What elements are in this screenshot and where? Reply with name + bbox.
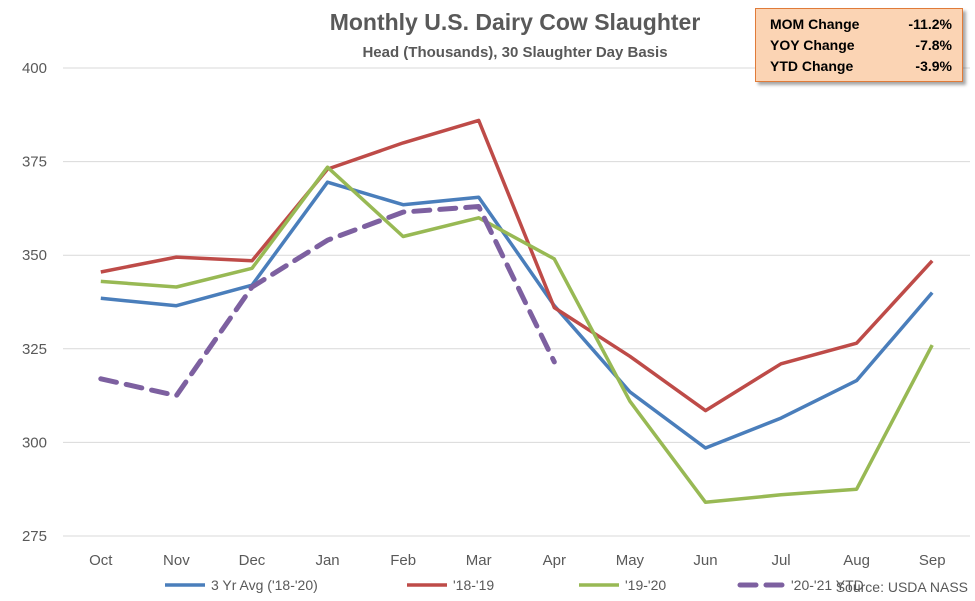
y-tick-label: 375 (22, 154, 47, 171)
series-lines (98, 118, 934, 505)
y-tick-label: 325 (22, 341, 47, 358)
stats-value: -7.8% (915, 37, 952, 53)
x-tick-label: Apr (543, 552, 566, 569)
y-tick-label: 300 (22, 434, 47, 451)
x-tick-label: Nov (163, 552, 190, 569)
series-line-3 (98, 204, 557, 399)
chart-subtitle: Head (Thousands), 30 Slaughter Day Basis (362, 44, 667, 61)
legend-label: '20-'21 YTD (791, 577, 864, 593)
x-axis-ticks: Oct Nov Dec Jan Feb Mar Apr May Jun Jul Aug Sep (89, 552, 945, 569)
legend-label: '18-'19 (453, 577, 494, 593)
legend: 3 Yr Avg ('18-'20) '18-'19 '19-'20 '20-'21 … (165, 577, 864, 593)
y-axis-ticks: 275 300 325 350 375 400 (22, 60, 47, 545)
x-tick-label: Oct (89, 552, 113, 569)
chart-title: Monthly U.S. Dairy Cow Slaughter (330, 9, 701, 35)
y-tick-label: 400 (22, 60, 47, 77)
stats-row-yoy: YOY Change -7.8% (770, 35, 952, 56)
x-tick-label: Jul (771, 552, 790, 569)
x-tick-label: May (616, 552, 645, 569)
x-tick-label: Jun (693, 552, 717, 569)
stats-row-ytd: YTD Change -3.9% (770, 56, 952, 77)
x-tick-label: Dec (239, 552, 266, 569)
y-tick-label: 350 (22, 247, 47, 264)
stats-value: -11.2% (908, 16, 952, 32)
x-tick-label: Sep (919, 552, 946, 569)
x-tick-label: Jan (315, 552, 339, 569)
series-line-0 (100, 180, 934, 450)
legend-label: '19-'20 (625, 577, 666, 593)
stats-label: YOY Change (770, 37, 855, 53)
stats-row-mom: MOM Change -11.2% (770, 14, 952, 35)
legend-label: 3 Yr Avg ('18-'20) (211, 577, 318, 593)
stats-label: MOM Change (770, 16, 860, 32)
y-tick-label: 275 (22, 528, 47, 545)
stats-box: MOM Change -11.2% YOY Change -7.8% YTD C… (755, 8, 963, 82)
x-tick-label: Feb (390, 552, 416, 569)
series-line-1 (100, 118, 934, 413)
stats-label: YTD Change (770, 58, 854, 74)
gridlines (63, 67, 970, 537)
series-line-2 (100, 165, 934, 505)
source-note: Source: USDA NASS (836, 579, 968, 595)
stats-value: -3.9% (915, 58, 952, 74)
x-tick-label: Aug (843, 552, 870, 569)
x-tick-label: Mar (466, 552, 492, 569)
